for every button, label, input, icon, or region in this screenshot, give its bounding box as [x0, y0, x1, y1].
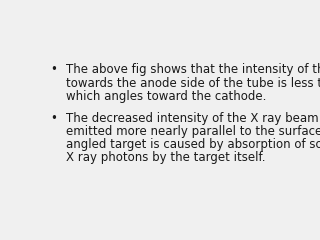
- Text: which angles toward the cathode.: which angles toward the cathode.: [66, 90, 267, 103]
- Text: •: •: [51, 112, 57, 125]
- Text: angled target is caused by absorption of some of the: angled target is caused by absorption of…: [66, 138, 320, 151]
- Text: The above fig shows that the intensity of the beam: The above fig shows that the intensity o…: [66, 63, 320, 77]
- Text: The decreased intensity of the X ray beam that is: The decreased intensity of the X ray bea…: [66, 112, 320, 125]
- Text: emitted more nearly parallel to the surface of the: emitted more nearly parallel to the surf…: [66, 125, 320, 138]
- Text: •: •: [51, 63, 57, 77]
- Text: X ray photons by the target itself.: X ray photons by the target itself.: [66, 151, 266, 164]
- Text: towards the anode side of the tube is less than that: towards the anode side of the tube is le…: [66, 77, 320, 90]
